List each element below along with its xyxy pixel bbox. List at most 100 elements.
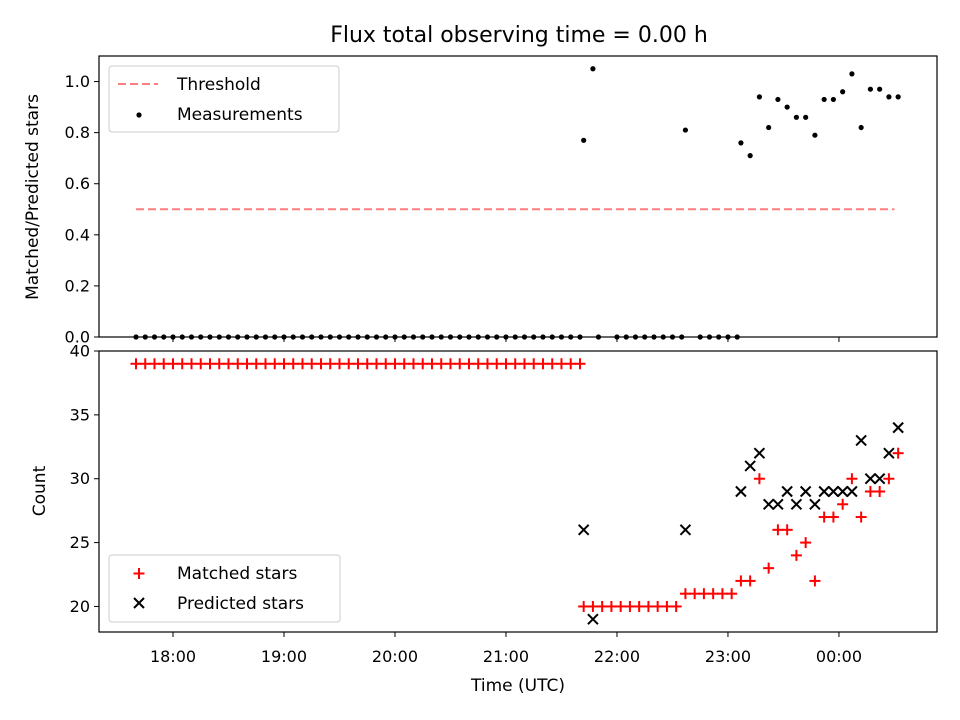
x-axis-label: Time (UTC) [470, 676, 565, 696]
predicted-star-point [753, 447, 766, 459]
top-axes-frame [98, 55, 938, 338]
predicted-x-stroke-2 [809, 498, 821, 510]
measurement-point [793, 114, 800, 120]
predicted-x-stroke-2 [846, 485, 858, 498]
bottom-y-tick-label: 35 [70, 405, 90, 424]
predicted-star-point [818, 485, 830, 498]
x-tick-label: 21:00 [483, 647, 529, 666]
measurement-point [738, 140, 744, 146]
predicted-star-point [873, 473, 886, 485]
matched-star-point [546, 358, 558, 370]
matched-star-point [426, 358, 438, 370]
matched-star-point [800, 537, 812, 549]
matched-star-point [809, 575, 821, 587]
matched-star-point [444, 358, 456, 370]
measurement-point [849, 71, 855, 77]
predicted-star-point [587, 613, 599, 625]
matched-star-point [380, 358, 392, 370]
top-chart-title: Flux total observing time = 0.00 h [330, 23, 708, 48]
measurement-point [886, 94, 892, 100]
predicted-star-point [864, 473, 877, 485]
matched-star-point [735, 575, 747, 587]
top-legend: Threshold Measurements [108, 65, 340, 133]
matched-star-point [417, 358, 429, 370]
measurement-point [877, 86, 883, 92]
matched-star-point [855, 511, 867, 523]
predicted-x-stroke-2 [799, 485, 812, 498]
measurement-point [747, 153, 753, 159]
bottom-y-tick-label: 40 [70, 342, 90, 361]
predicted-star-point [809, 498, 821, 510]
predicted-star-point [790, 498, 803, 510]
bottom-y-ticks: 20 25 30 35 40 [70, 342, 99, 616]
bottom-y-tick-label: 25 [70, 533, 90, 552]
legend-threshold-label: Threshold [176, 75, 261, 95]
bottom-axes-frame [98, 350, 938, 633]
matched-star-point [472, 358, 484, 370]
matched-star-point [707, 588, 719, 600]
matched-star-point [324, 358, 336, 370]
predicted-x-stroke-2 [818, 485, 830, 498]
matched-star-point [763, 562, 775, 574]
matched-star-point [435, 358, 447, 370]
matched-star-point [642, 600, 654, 612]
predicted-x-stroke-2 [864, 473, 877, 485]
top-y-tick-label: 0.4 [65, 225, 90, 244]
matched-star-point [296, 358, 308, 370]
predicted-star-point [735, 485, 747, 498]
predicted-x-stroke-2 [735, 485, 747, 498]
legend-predicted-label: Predicted stars [177, 594, 304, 614]
predicted-star-point [577, 524, 590, 536]
matched-star-point [574, 358, 586, 370]
matched-star-point [222, 358, 234, 370]
predicted-x-stroke-2 [587, 613, 599, 625]
bottom-y-tick-label: 20 [70, 597, 90, 616]
matched-star-point [698, 588, 710, 600]
measurement-point [812, 132, 818, 138]
predicted-x-stroke-2 [679, 524, 692, 536]
predicted-x-stroke-2 [781, 485, 793, 498]
matched-star-point [578, 600, 590, 612]
x-tick-label: 19:00 [261, 647, 307, 666]
matched-star-point [287, 358, 299, 370]
bottom-plot-area [130, 358, 904, 625]
matched-star-point [259, 358, 271, 370]
predicted-x-stroke-2 [836, 485, 849, 498]
matched-star-point [352, 358, 364, 370]
matched-star-point [892, 447, 904, 459]
measurement-point [840, 89, 846, 95]
matched-star-point [250, 358, 262, 370]
matched-star-point [361, 358, 373, 370]
matched-star-point [837, 498, 849, 510]
predicted-star-point [883, 447, 895, 459]
legend-matched-label: Matched stars [177, 564, 297, 584]
bottom-y-tick-label: 30 [70, 469, 90, 488]
matched-star-point [744, 575, 756, 587]
matched-star-point [204, 358, 216, 370]
matched-star-point [555, 358, 567, 370]
predicted-x-stroke-2 [883, 447, 895, 459]
x-tick-label: 00:00 [816, 647, 862, 666]
matched-star-point [846, 473, 858, 485]
legend-predicted-marker [133, 597, 145, 609]
measurement-point [858, 124, 864, 131]
matched-star-point [689, 588, 701, 600]
top-y-tick-label: 0.8 [65, 123, 90, 142]
bottom-y-axis-label: Count [30, 465, 50, 516]
matched-star-point [652, 600, 664, 612]
measurement-point [803, 114, 809, 120]
matched-star-point [661, 600, 673, 612]
matched-star-point [213, 358, 225, 370]
measurement-point [766, 124, 772, 131]
predicted-star-point [827, 485, 840, 498]
measurement-point [756, 94, 763, 100]
matched-star-point [753, 473, 765, 485]
matched-star-point [587, 600, 599, 612]
x-ticks: 18:00 19:00 20:00 21:00 22:00 23:00 00:00 [150, 337, 862, 666]
matched-star-point [670, 600, 682, 612]
top-y-tick-label: 1.0 [65, 72, 90, 91]
matched-star-point [679, 588, 691, 600]
bottom-legend-box [108, 554, 341, 623]
predicted-x-stroke-2 [790, 498, 803, 510]
matched-star-point [883, 473, 895, 485]
